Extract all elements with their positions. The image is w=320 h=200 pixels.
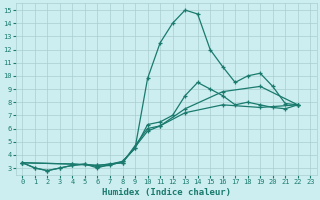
X-axis label: Humidex (Indice chaleur): Humidex (Indice chaleur) bbox=[102, 188, 231, 197]
